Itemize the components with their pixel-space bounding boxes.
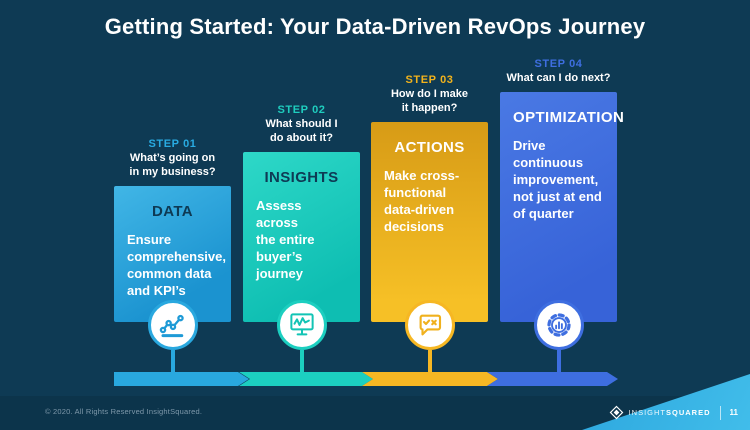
page-number: 11 xyxy=(729,408,738,417)
step-4-label: STEP 04 xyxy=(534,57,583,70)
step-column-actions: STEP 03 How do I make it happen? ACTIONS… xyxy=(371,74,488,380)
step-3-connector xyxy=(427,350,432,380)
dashboard-monitor-icon xyxy=(276,300,327,350)
chat-decision-icon xyxy=(404,300,455,350)
copyright-text: © 2020. All Rights Reserved InsightSquar… xyxy=(45,407,203,416)
step-2-header: STEP 02 What should I do about it? xyxy=(243,104,360,145)
step-2-description: Assess across the entire buyer’s journey xyxy=(256,198,315,281)
step-4-header: STEP 04 What can I do next? xyxy=(500,58,617,85)
step-1-label: STEP 01 xyxy=(148,138,197,151)
footer-divider xyxy=(719,405,721,420)
step-3-title: ACTIONS xyxy=(394,139,465,156)
insightsquared-logo: INSIGHTSQUARED 11 xyxy=(609,405,738,420)
step-3-box: ACTIONS Make cross- functional data-driv… xyxy=(371,122,488,322)
step-1-connector xyxy=(170,350,175,380)
step-3-header: STEP 03 How do I make it happen? xyxy=(371,74,488,115)
timeline-segment-optimization xyxy=(487,372,618,386)
step-3-description: Make cross- functional data-driven decis… xyxy=(384,168,460,234)
step-column-insights: STEP 02 What should I do about it? INSIG… xyxy=(243,104,360,380)
gear-analytics-icon xyxy=(533,300,584,350)
step-1-question: What’s going on in my business? xyxy=(129,152,216,178)
step-1-title: DATA xyxy=(151,203,194,220)
insightsquared-logo-icon xyxy=(609,405,623,420)
timeline-segment-actions xyxy=(362,372,498,386)
step-2-box: INSIGHTS Assess across the entire buyer’… xyxy=(243,152,360,322)
step-column-data: STEP 01 What’s going on in my business? … xyxy=(114,138,231,380)
step-1-header: STEP 01 What’s going on in my business? xyxy=(114,138,231,179)
journey-timeline-arrow xyxy=(114,372,618,386)
step-3-label: STEP 03 xyxy=(405,74,454,87)
step-column-optimization: STEP 04 What can I do next? OPTIMIZATION… xyxy=(500,58,625,380)
slide-title: Getting Started: Your Data-Driven RevOps… xyxy=(104,14,646,39)
step-2-connector xyxy=(299,350,304,380)
step-4-connector xyxy=(556,350,561,380)
step-1-box: DATA Ensure comprehensive, common data a… xyxy=(114,186,231,322)
step-2-question: What should I do about it? xyxy=(265,118,338,144)
step-4-question: What can I do next? xyxy=(506,71,611,84)
step-1-description: Ensure comprehensive, common data and KP… xyxy=(127,232,226,298)
step-2-label: STEP 02 xyxy=(277,104,326,117)
trend-line-icon xyxy=(147,300,198,350)
step-4-description: Drive continuous improvement, not just a… xyxy=(513,138,602,221)
step-4-box: OPTIMIZATION Drive continuous improvemen… xyxy=(500,92,625,322)
step-3-question: How do I make it happen? xyxy=(390,88,469,114)
timeline-segment-insights xyxy=(239,372,373,386)
step-2-title: INSIGHTS xyxy=(264,169,339,186)
step-4-title: OPTIMIZATION xyxy=(513,109,625,126)
timeline-segment-data xyxy=(114,372,249,386)
brand-name: INSIGHTSQUARED xyxy=(628,408,711,417)
